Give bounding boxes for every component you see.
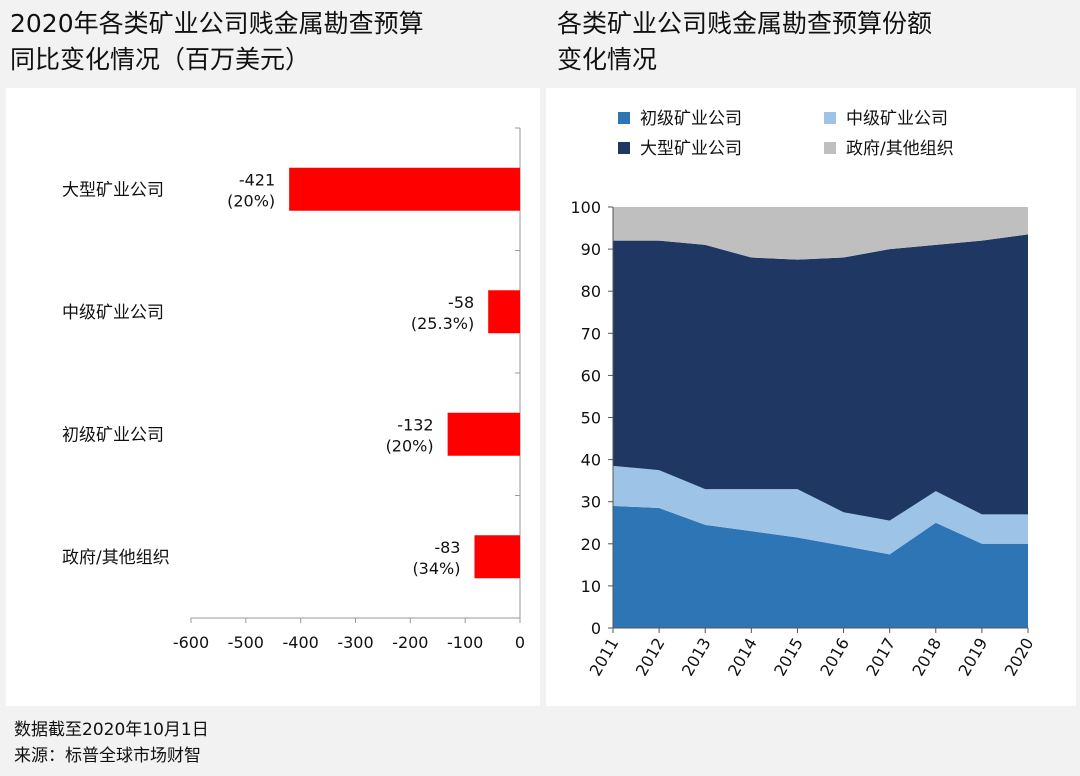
y-tick-label: 100: [570, 198, 601, 217]
area-series: [613, 505, 1028, 628]
x-tick-label: -200: [392, 633, 428, 652]
x-tick-label: 2020: [1001, 635, 1038, 680]
x-tick-label: 2016: [816, 635, 853, 680]
bar: [488, 290, 520, 334]
right-chart-title: 各类矿业公司贱金属勘查预算份额 变化情况: [557, 6, 932, 78]
y-tick-label: 90: [581, 240, 601, 259]
footer-note: 数据截至2020年10月1日: [14, 720, 209, 740]
category-label: 大型矿业公司: [62, 180, 164, 200]
y-tick-label: 10: [581, 577, 601, 596]
area-series: [613, 465, 1028, 555]
right-chart-panel: 初级矿业公司 中级矿业公司大型矿业公司 政府/其他组织 0 10 20 30 40 50 60 70…: [546, 88, 1076, 706]
bar: [289, 167, 520, 211]
value-label: -83: [434, 538, 460, 557]
x-tick-label: 2018: [908, 635, 945, 680]
x-tick-label: 2019: [955, 635, 992, 680]
y-tick-label: 60: [581, 366, 601, 385]
left-chart-title-line1: 2020年各类矿业公司贱金属勘查预算: [10, 9, 424, 38]
x-tick-label: 2017: [862, 635, 899, 680]
percent-label: (20%): [227, 191, 275, 210]
category-label: 初级矿业公司: [62, 425, 164, 445]
x-tick-label: 2014: [724, 635, 761, 680]
x-tick-label: -100: [447, 633, 483, 652]
y-tick-label: 30: [581, 493, 601, 512]
footer-source: 来源：标普全球市场财智: [14, 746, 201, 766]
bar-chart: 大型矿业公司 -421 (20%) 中级矿业公司 -58 (25.3%) 初级矿业公司 -13…: [62, 127, 525, 652]
right-chart-title-line2: 变化情况: [557, 45, 658, 74]
bar: [474, 535, 520, 579]
legend-swatch: [824, 142, 836, 154]
percent-label: (20%): [386, 436, 434, 455]
area-series: [613, 207, 1028, 260]
left-chart-title: 2020年各类矿业公司贱金属勘查预算 同比变化情况（百万美元）: [10, 6, 424, 78]
category-label: 中级矿业公司: [62, 303, 164, 323]
y-tick-label: 0: [591, 619, 601, 638]
legend-label: 中级矿业公司: [846, 109, 948, 129]
value-label: -58: [448, 293, 474, 312]
y-tick-label: 20: [581, 535, 601, 554]
x-tick-label: -600: [173, 633, 209, 652]
y-tick-label: 80: [581, 282, 601, 301]
y-tick-label: 50: [581, 409, 601, 428]
right-chart-title-line1: 各类矿业公司贱金属勘查预算份额: [557, 9, 933, 38]
bar: [447, 412, 520, 456]
legend-label: 大型矿业公司: [640, 139, 742, 159]
value-label: -421: [239, 170, 275, 189]
x-tick-label: 2013: [678, 635, 715, 680]
legend-swatch: [824, 112, 836, 124]
x-tick-label: -300: [337, 633, 373, 652]
x-tick-label: 0: [515, 633, 525, 652]
percent-label: (34%): [412, 559, 460, 578]
x-tick-label: 2012: [632, 635, 669, 680]
x-tick-label: 2011: [586, 635, 623, 680]
y-tick-label: 70: [581, 324, 601, 343]
left-chart-title-line2: 同比变化情况（百万美元）: [10, 45, 311, 74]
x-tick-label: -400: [283, 633, 319, 652]
x-tick-label: 2015: [770, 635, 807, 680]
legend-swatch: [618, 112, 630, 124]
area-series: [613, 234, 1028, 521]
category-label: 政府/其他组织: [62, 548, 170, 568]
left-chart-panel: 大型矿业公司 -421 (20%) 中级矿业公司 -58 (25.3%) 初级矿业公司 -13…: [6, 88, 540, 706]
value-label: -132: [397, 415, 433, 434]
legend-label: 政府/其他组织: [846, 139, 954, 159]
legend-label: 初级矿业公司: [640, 109, 742, 129]
percent-label: (25.3%): [411, 314, 474, 333]
x-tick-label: -500: [228, 633, 264, 652]
y-tick-label: 40: [581, 451, 601, 470]
legend-swatch: [618, 142, 630, 154]
